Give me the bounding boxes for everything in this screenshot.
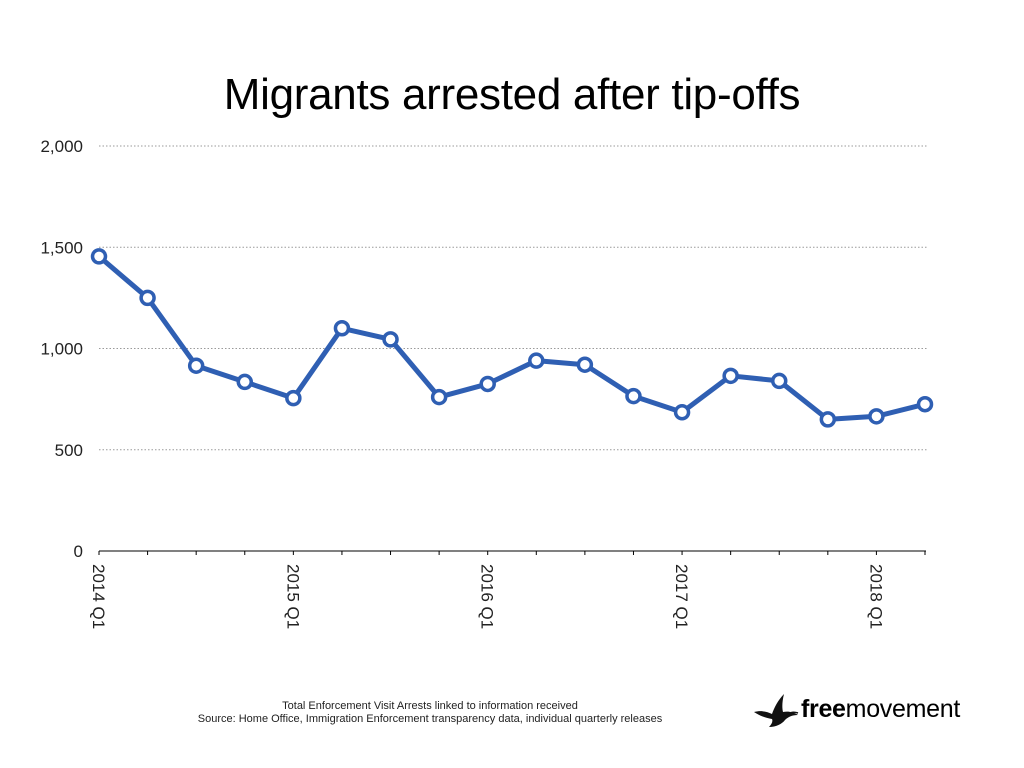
data-point (333, 320, 351, 337)
data-point (868, 408, 885, 425)
x-tick-label: 2016 Q1 (478, 564, 497, 629)
data-point (430, 388, 448, 406)
brand-name-regular: movement (845, 695, 961, 723)
gridlines (99, 145, 927, 451)
chart-title: Migrants arrested after tip-offs (223, 70, 801, 119)
data-point (625, 387, 642, 405)
x-tick-label: 2014 Q1 (89, 564, 108, 629)
x-tick-label: 2017 Q1 (672, 564, 691, 629)
data-point (916, 395, 934, 413)
series-layer (90, 248, 934, 428)
data-point (479, 375, 496, 393)
data-point (722, 367, 739, 385)
data-point (770, 372, 788, 390)
y-tick-label: 500 (55, 441, 83, 460)
bird-icon (754, 694, 799, 727)
y-tick-label: 1,500 (40, 238, 83, 257)
x-axis (98, 550, 926, 555)
data-point (382, 331, 399, 348)
y-tick-label: 1,000 (40, 340, 83, 359)
y-tick-labels: 0 500 1,000 1,500 2,000 (40, 137, 83, 561)
series-line (97, 254, 926, 422)
data-point (528, 352, 545, 369)
footnote-line-2: Source: Home Office, Immigration Enforce… (197, 713, 663, 725)
brand-logo: freemovement (752, 690, 982, 730)
data-point (90, 248, 108, 265)
x-tick-label: 2015 Q1 (283, 564, 302, 629)
y-tick-label: 0 (74, 542, 83, 561)
x-tick-label: 2018 Q1 (866, 564, 885, 629)
data-point (576, 356, 594, 373)
footnote-line-1: Total Enforcement Visit Arrests linked t… (282, 700, 578, 712)
chart-footnote: Total Enforcement Visit Arrests linked t… (110, 700, 750, 726)
brand-name: freemovement (801, 695, 960, 724)
data-point (139, 289, 156, 307)
y-tick-label: 2,000 (40, 137, 83, 156)
data-point (673, 404, 691, 421)
data-point (819, 411, 837, 428)
data-point (187, 357, 205, 374)
brand-name-bold: free (801, 695, 846, 723)
data-point (285, 389, 302, 407)
x-tick-labels: 2014 Q1 2015 Q1 2016 Q1 2017 Q1 2018 Q1 (89, 564, 885, 629)
data-point (236, 373, 254, 391)
